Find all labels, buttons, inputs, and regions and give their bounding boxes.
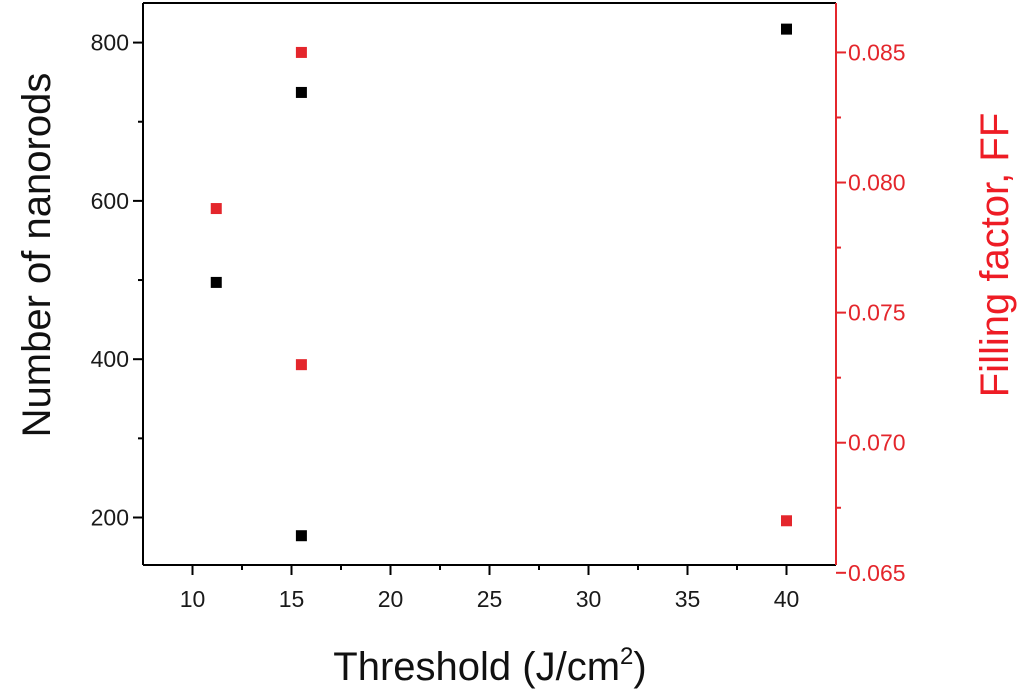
x-tick-label: 20	[378, 586, 404, 612]
y-axis-label-right: Filling factor, FF	[973, 113, 1017, 398]
x-tick-label: 15	[279, 586, 305, 612]
nanorod-count-point	[210, 276, 222, 288]
x-tick-label: 30	[576, 586, 602, 612]
nanorod-count-point	[781, 23, 792, 35]
y-right-tick-label: 0.085	[848, 39, 906, 65]
filling-factor-point	[295, 359, 307, 371]
ticks-layer: 10 15 20 25 30 35 40 200 400 600 800 0.065 0.070 0.07…	[91, 30, 906, 612]
nanorod-count-point	[295, 86, 307, 98]
points-layer	[210, 23, 792, 542]
x-tick-label: 35	[675, 586, 701, 612]
y-left-tick-label: 800	[91, 30, 129, 56]
x-axis-label-superscript: 2	[620, 643, 633, 670]
filling-factor-point	[295, 46, 307, 58]
nanorod-count-point	[295, 530, 307, 542]
x-tick-label: 10	[180, 586, 206, 612]
x-axis-label-main: Threshold (J/cm	[333, 645, 620, 689]
x-axis-label: Threshold (J/cm2)	[333, 643, 646, 689]
y-axis-label-left: Number of nanorods	[15, 73, 59, 438]
y-right-tick-label: 0.065	[848, 560, 906, 586]
y-left-tick-label: 400	[91, 346, 129, 372]
x-axis-label-close: )	[633, 645, 646, 689]
y-right-tick-label: 0.080	[848, 170, 906, 196]
x-tick-label: 40	[774, 586, 800, 612]
filling-factor-point	[210, 203, 222, 215]
filling-factor-point	[781, 515, 792, 527]
x-tick-label: 25	[477, 586, 503, 612]
plot-frame	[142, 2, 837, 566]
y-left-tick-label: 200	[91, 505, 129, 531]
y-right-tick-label: 0.075	[848, 300, 906, 326]
y-left-tick-label: 600	[91, 188, 129, 214]
y-right-tick-label: 0.070	[848, 430, 906, 456]
